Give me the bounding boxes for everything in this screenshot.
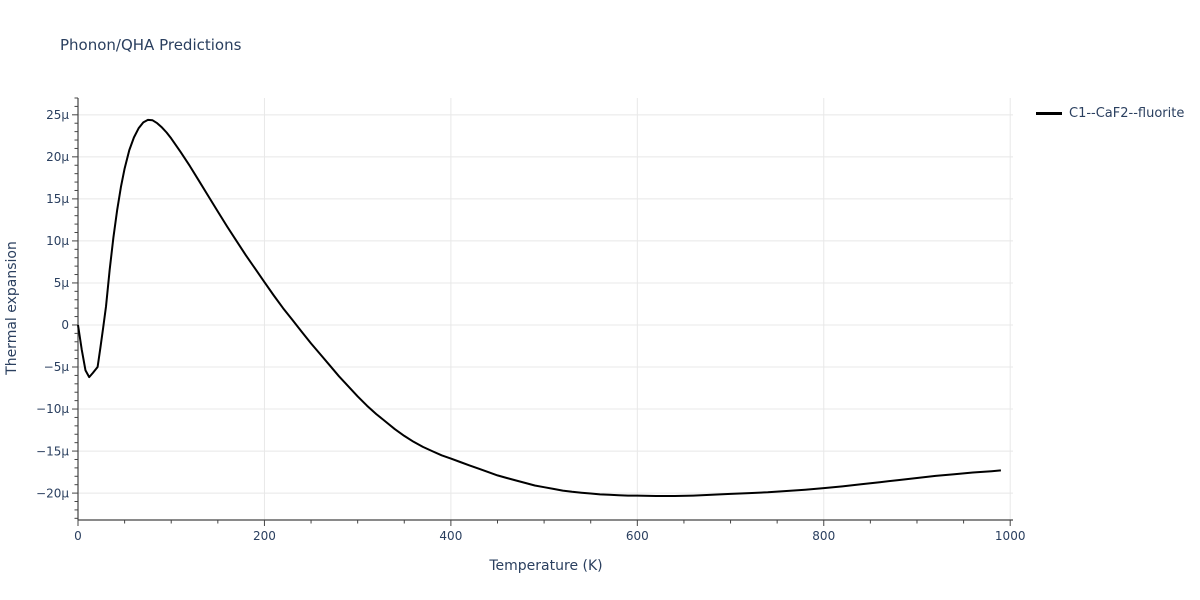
chart-title: Phonon/QHA Predictions bbox=[60, 36, 242, 54]
x-tick-label: 800 bbox=[812, 529, 835, 543]
y-axis-title: Thermal expansion bbox=[4, 241, 20, 375]
y-tick-label: 0 bbox=[61, 318, 69, 332]
x-tick-label: 0 bbox=[74, 529, 82, 543]
x-tick-label: 600 bbox=[626, 529, 649, 543]
legend-line-swatch bbox=[1036, 112, 1062, 115]
y-tick-label: −15µ bbox=[36, 444, 69, 458]
x-tick-label: 400 bbox=[439, 529, 462, 543]
legend-item[interactable]: C1--CaF2--fluorite bbox=[1036, 106, 1184, 121]
series-line[interactable] bbox=[77, 118, 1001, 497]
x-tick-label: 1000 bbox=[995, 529, 1026, 543]
x-tick-label: 200 bbox=[253, 529, 276, 543]
y-tick-label: 20µ bbox=[46, 150, 69, 164]
legend: C1--CaF2--fluorite bbox=[1036, 106, 1184, 121]
y-tick-label: 25µ bbox=[46, 108, 69, 122]
legend-label: C1--CaF2--fluorite bbox=[1069, 106, 1185, 121]
y-tick-label: 15µ bbox=[46, 192, 69, 206]
x-axis-title: Temperature (K) bbox=[489, 558, 603, 574]
y-tick-label: −10µ bbox=[36, 402, 69, 416]
y-tick-label: −20µ bbox=[36, 486, 69, 500]
y-tick-label: 5µ bbox=[54, 276, 70, 290]
y-tick-label: −5µ bbox=[44, 360, 70, 374]
y-tick-label: 10µ bbox=[46, 234, 69, 248]
